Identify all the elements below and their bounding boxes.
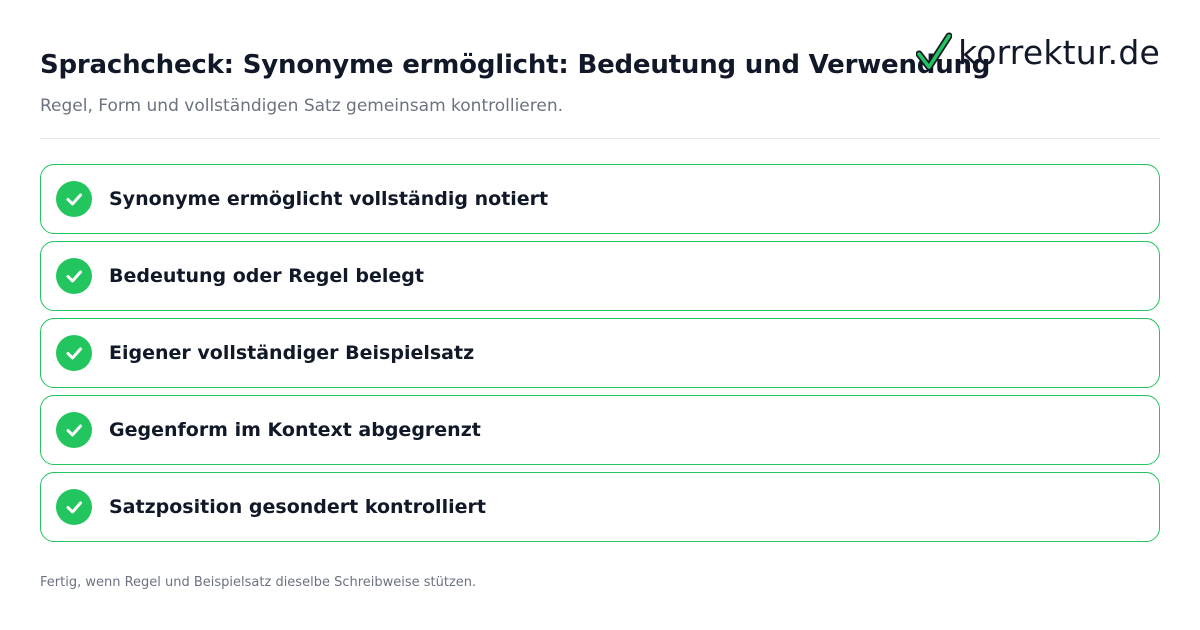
checklist-item-label: Eigener vollständiger Beispielsatz xyxy=(109,342,475,364)
page-subtitle: Regel, Form und vollständigen Satz gemei… xyxy=(40,96,564,116)
checklist-item: Bedeutung oder Regel belegt xyxy=(40,241,1160,311)
checklist-item: Gegenform im Kontext abgegrenzt xyxy=(40,395,1160,465)
checklist-item-label: Gegenform im Kontext abgegrenzt xyxy=(109,419,481,441)
check-circle-icon xyxy=(56,489,92,525)
check-circle-icon xyxy=(56,412,92,448)
checkmark-logo-icon xyxy=(916,32,953,72)
brand-logo[interactable]: korrektur.de xyxy=(916,30,1160,74)
checklist-item-label: Synonyme ermöglicht vollständig notiert xyxy=(109,188,549,210)
checklist-item-label: Satzposition gesondert kontrolliert xyxy=(109,496,486,518)
header: Sprachcheck: Synonyme ermöglicht: Bedeut… xyxy=(40,0,1160,139)
header-divider xyxy=(40,138,1160,139)
checklist-item-label: Bedeutung oder Regel belegt xyxy=(109,265,424,287)
checklist-item: Eigener vollständiger Beispielsatz xyxy=(40,318,1160,388)
check-circle-icon xyxy=(56,258,92,294)
brand-name: korrektur.de xyxy=(958,32,1160,72)
checklist-item: Synonyme ermöglicht vollständig notiert xyxy=(40,164,1160,234)
check-circle-icon xyxy=(56,335,92,371)
check-circle-icon xyxy=(56,181,92,217)
checklist: Synonyme ermöglicht vollständig notiert … xyxy=(40,164,1160,549)
checklist-item: Satzposition gesondert kontrolliert xyxy=(40,472,1160,542)
page-title: Sprachcheck: Synonyme ermöglicht: Bedeut… xyxy=(40,50,991,80)
footer-note: Fertig, wenn Regel und Beispielsatz dies… xyxy=(40,575,477,590)
